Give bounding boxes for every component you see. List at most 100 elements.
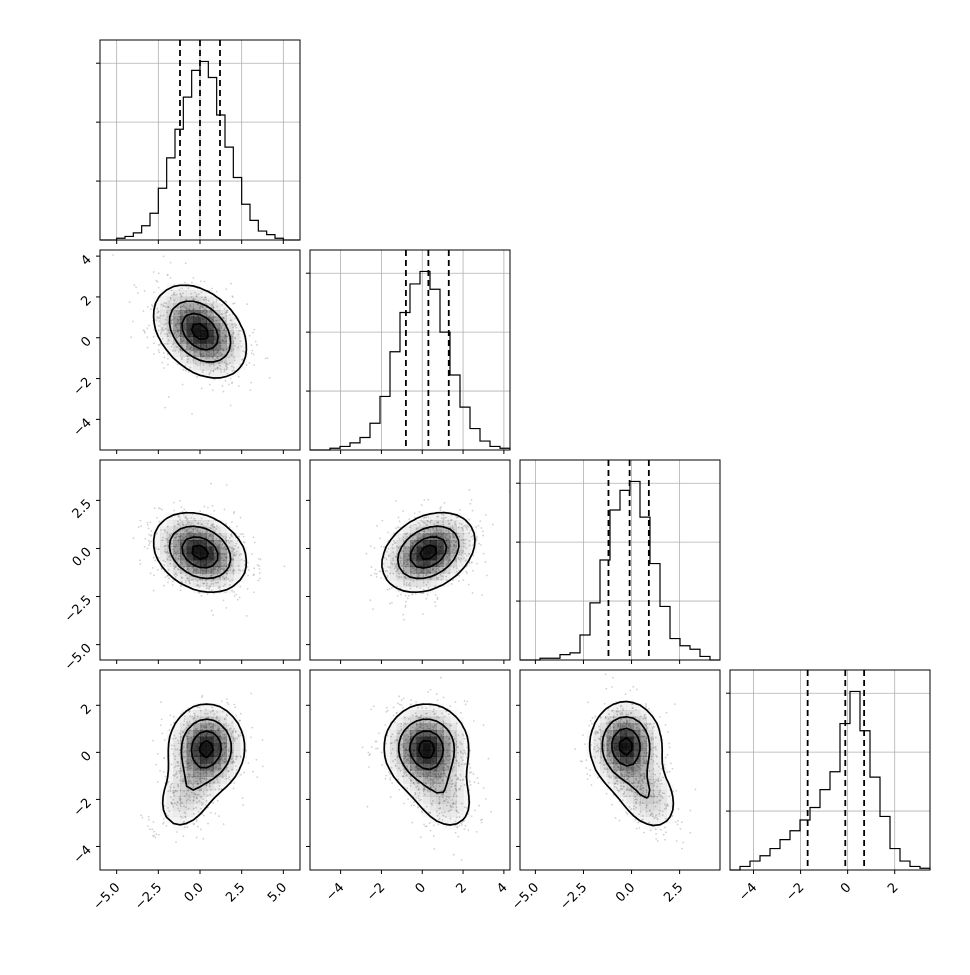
sample-point — [438, 824, 440, 826]
density-cell — [187, 810, 194, 817]
sample-point — [146, 522, 148, 524]
x-tick-label: −5.0 — [91, 880, 124, 913]
density-cell — [437, 527, 444, 534]
density-cell — [173, 757, 180, 764]
sample-point — [161, 362, 163, 364]
sample-point — [423, 499, 425, 501]
density-cell — [200, 350, 207, 357]
sample-point — [170, 262, 172, 264]
sample-point — [163, 757, 165, 759]
density-cell — [200, 520, 207, 527]
density-cell — [417, 520, 424, 527]
sample-point — [247, 762, 249, 764]
density-cell — [390, 560, 397, 567]
sample-point — [230, 405, 232, 407]
density-cell — [463, 527, 470, 534]
sample-point — [247, 575, 249, 577]
sample-point — [160, 701, 162, 703]
density-cell — [390, 547, 397, 554]
sample-point — [167, 581, 169, 583]
sample-point — [173, 510, 175, 512]
sample-point — [370, 574, 372, 576]
sample-point — [193, 277, 195, 279]
sample-point — [144, 332, 146, 334]
sample-point — [389, 588, 391, 590]
sample-point — [385, 711, 387, 713]
density-cell — [167, 297, 174, 304]
y-tick-label: 2.5 — [70, 497, 95, 522]
sample-point — [148, 819, 150, 821]
sample-point — [400, 594, 402, 596]
sample-point — [196, 819, 198, 821]
sample-point — [384, 724, 386, 726]
sample-point — [483, 724, 485, 726]
sample-point — [269, 377, 271, 379]
sample-point — [250, 344, 252, 346]
sample-point — [403, 619, 405, 621]
sample-point — [248, 569, 250, 571]
sample-point — [437, 598, 439, 600]
sample-point — [154, 507, 156, 509]
density-cell — [167, 343, 174, 350]
y-tick-label: −4 — [71, 416, 95, 440]
density-cell — [463, 533, 470, 540]
sample-point — [231, 521, 233, 523]
sample-point — [242, 797, 244, 799]
sample-point — [471, 815, 473, 817]
density-cell — [437, 540, 444, 547]
sample-point — [236, 526, 238, 528]
sample-point — [385, 775, 387, 777]
sample-point — [191, 282, 193, 284]
density-cell — [167, 520, 174, 527]
density-cell — [187, 513, 194, 520]
density-cell — [187, 527, 194, 534]
sample-point — [155, 764, 157, 766]
density-cell — [187, 317, 194, 324]
sample-point — [140, 525, 142, 527]
sample-point — [481, 594, 483, 596]
sample-point — [147, 347, 149, 349]
sample-point — [380, 577, 382, 579]
y-tick-label: −2 — [71, 375, 95, 399]
sample-point — [373, 705, 375, 707]
density-cell — [173, 737, 180, 744]
x-tick-label: 5.0 — [265, 880, 290, 905]
sample-point — [142, 817, 144, 819]
density-cell — [383, 560, 390, 567]
density-cell — [173, 803, 180, 810]
sample-point — [253, 536, 255, 538]
sample-point — [265, 358, 267, 360]
sample-point — [191, 413, 193, 415]
density-cell — [180, 323, 187, 330]
sample-point — [164, 739, 166, 741]
density-cell — [193, 363, 200, 370]
sample-point — [164, 576, 166, 578]
density-cell — [173, 520, 180, 527]
sample-point — [464, 700, 466, 702]
density-cell — [173, 317, 180, 324]
sample-point — [399, 704, 401, 706]
density-cell — [173, 817, 180, 824]
sample-point — [462, 579, 464, 581]
sample-point — [223, 391, 225, 393]
sample-point — [449, 705, 451, 707]
density-cell — [220, 717, 227, 724]
sample-point — [480, 527, 482, 529]
density-cell — [193, 777, 200, 784]
sample-point — [254, 542, 256, 544]
density-cell — [450, 540, 457, 547]
sample-point — [430, 830, 432, 832]
sample-point — [419, 511, 421, 513]
density-cell — [213, 370, 220, 377]
sample-point — [483, 553, 485, 555]
sample-point — [370, 708, 372, 710]
sample-point — [228, 703, 230, 705]
sample-point — [223, 599, 225, 601]
sample-point — [435, 594, 437, 596]
density-cell — [200, 560, 207, 567]
sample-point — [234, 782, 236, 784]
density-cell — [193, 580, 200, 587]
